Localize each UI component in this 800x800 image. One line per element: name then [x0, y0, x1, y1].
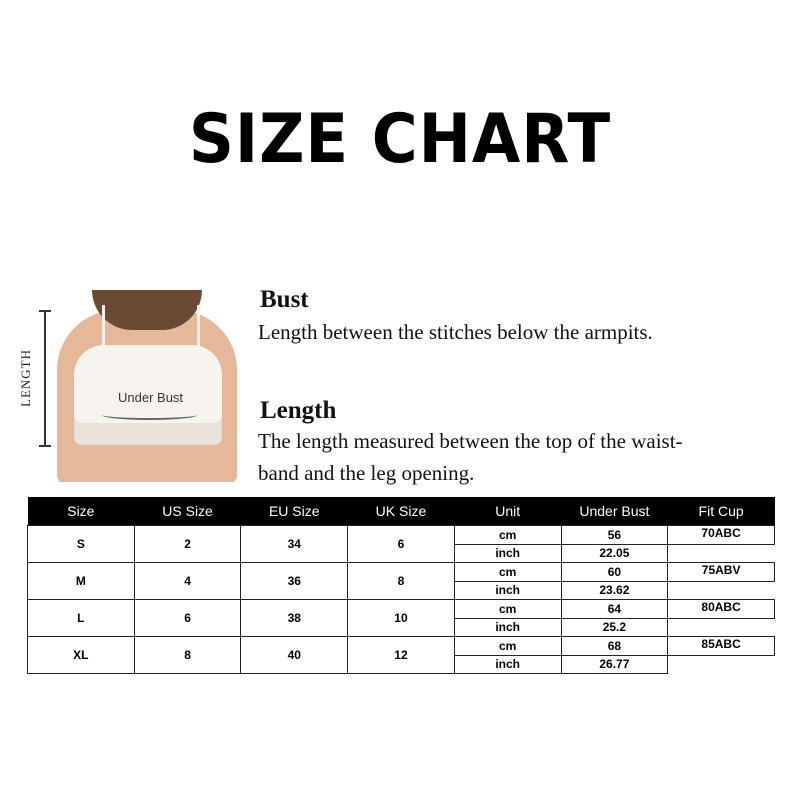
- cell-unit-cm: cm: [453, 525, 562, 545]
- cell-fit-cup: 80ABC: [667, 599, 775, 619]
- cell-fit-cup: 70ABC: [667, 525, 775, 545]
- cell-us-size: 4: [133, 562, 242, 600]
- cell-under-bust-inch: 22.05: [560, 543, 669, 563]
- cell-uk-size: 6: [347, 525, 455, 563]
- header-fit-cup: Fit Cup: [667, 497, 775, 526]
- cell-fit-cup: 85ABC: [667, 636, 775, 656]
- cell-unit-cm: cm: [453, 562, 562, 582]
- table-header: Size US Size EU Size UK Size Unit Under …: [27, 497, 775, 526]
- cell-under-bust-cm: 56: [560, 525, 669, 545]
- cell-size: XL: [27, 636, 135, 674]
- cell-unit-cm: cm: [453, 599, 562, 619]
- bust-heading: Bust: [260, 286, 309, 313]
- cell-eu-size: 34: [240, 525, 349, 563]
- cell-unit-inch: inch: [453, 654, 562, 674]
- cell-us-size: 2: [133, 525, 242, 563]
- header-uk-size: UK Size: [347, 497, 455, 526]
- cell-size: M: [27, 562, 135, 600]
- cell-fit-cup: 75ABV: [667, 562, 775, 582]
- table-row: M 4 36 8 cm 60 75ABV: [27, 562, 775, 600]
- under-bust-line: [102, 410, 197, 420]
- cell-eu-size: 36: [240, 562, 349, 600]
- cell-unit-inch: inch: [453, 617, 562, 637]
- page-title: SIZE CHART: [188, 100, 612, 179]
- header-us-size: US Size: [134, 497, 241, 526]
- table-subrow: inch 22.05: [28, 543, 775, 563]
- cell-unit-inch: inch: [453, 580, 562, 600]
- header-size: Size: [27, 497, 135, 526]
- length-description-2: band and the leg opening.: [258, 461, 475, 485]
- cell-empty: [668, 544, 775, 563]
- cell-eu-size: 40: [240, 636, 349, 674]
- header-eu-size: EU Size: [240, 497, 348, 526]
- product-photo: Under Bust: [52, 290, 242, 482]
- length-description-1: The length measured between the top of t…: [258, 429, 683, 453]
- cell-us-size: 6: [133, 599, 242, 637]
- table-subrow: inch 23.62: [28, 580, 775, 600]
- cell-us-size: 8: [133, 636, 242, 674]
- bra-shape: [74, 345, 222, 445]
- cell-size: L: [27, 599, 135, 637]
- length-heading: Length: [260, 397, 337, 424]
- length-indicator: [44, 310, 46, 446]
- cell-uk-size: 12: [347, 636, 455, 674]
- table-row: L 6 38 10 cm 64 80ABC: [27, 599, 775, 637]
- cell-uk-size: 8: [347, 562, 455, 600]
- header-unit: Unit: [454, 497, 562, 526]
- table-row: S 2 34 6 cm 56 70ABC: [27, 525, 775, 563]
- under-bust-label: Under Bust: [118, 390, 184, 405]
- cell-under-bust-cm: 64: [560, 599, 669, 619]
- header-under-bust: Under Bust: [561, 497, 668, 526]
- cell-under-bust-cm: 68: [560, 636, 669, 656]
- length-label: LENGTH: [18, 349, 33, 407]
- cell-under-bust-inch: 26.77: [560, 654, 669, 674]
- size-table: Size US Size EU Size UK Size Unit Under …: [27, 497, 775, 674]
- bust-description: Length between the stitches below the ar…: [258, 320, 653, 344]
- cell-eu-size: 38: [240, 599, 349, 637]
- cell-unit-cm: cm: [453, 636, 562, 656]
- cell-empty: [668, 618, 775, 637]
- cell-under-bust-cm: 60: [560, 562, 669, 582]
- cell-size: S: [27, 525, 135, 563]
- cell-uk-size: 10: [347, 599, 455, 637]
- cell-under-bust-inch: 23.62: [560, 580, 669, 600]
- cell-under-bust-inch: 25.2: [560, 617, 669, 637]
- table-subrow: inch 26.77: [28, 654, 775, 674]
- table-row: XL 8 40 12 cm 68 85ABC: [27, 636, 775, 674]
- cell-unit-inch: inch: [453, 543, 562, 563]
- cell-empty: [668, 581, 775, 600]
- cell-empty: [668, 655, 775, 674]
- table-subrow: inch 25.2: [28, 617, 775, 637]
